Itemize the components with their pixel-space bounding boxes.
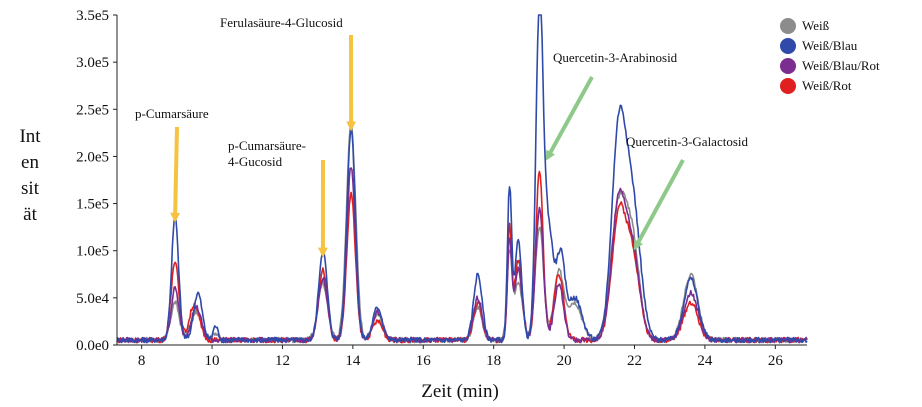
axes: 8 10 12 14 16 18 20 22 24 26 0.0e0 5.0e4 1.0e5 1.5e5… — [76, 8, 807, 369]
x-tick-label: 26 — [768, 353, 784, 369]
legend-label-weiss-rot: Weiß/Rot — [802, 78, 852, 93]
annotation-arrow — [170, 126, 181, 223]
x-tick-label: 8 — [138, 353, 146, 369]
x-tick-label: 14 — [345, 353, 361, 369]
annotation-label: p-Cumarsäure- — [228, 138, 306, 153]
annotation-layer: p-Cumarsäure Ferulasäure-4-Glucosid p-Cuma… — [135, 15, 749, 258]
annotation-label: p-Cumarsäure — [135, 106, 209, 121]
legend-marker-weiss — [780, 18, 796, 34]
annotation-4: Quercetin-3-Arabinosid — [545, 50, 678, 161]
annotation-2: Ferulasäure-4-Glucosid — [220, 15, 357, 132]
series-line-weiss-rot — [116, 170, 808, 344]
legend: Weiß Weiß/Blau Weiß/Blau/Rot Weiß/Rot — [780, 18, 880, 94]
y-axis-title: Int en sit ät — [19, 126, 41, 225]
y-tick-label: 1.0e5 — [76, 244, 109, 260]
y-axis-title-line-1: Int — [19, 126, 41, 147]
y-tick-label: 3.0e5 — [76, 55, 109, 71]
x-tick-label: 12 — [275, 353, 290, 369]
y-axis-title-line-2: en — [21, 152, 39, 173]
x-tick-label: 22 — [627, 353, 642, 369]
y-tick-group: 0.0e0 5.0e4 1.0e5 1.5e5 2.0e5 2.5e5 3.0e5 3.5e5 — [76, 8, 117, 354]
annotation-label: Quercetin-3-Arabinosid — [553, 50, 678, 65]
y-tick-label: 2.0e5 — [76, 149, 109, 165]
series-line-weiss-blau — [116, 14, 808, 344]
legend-marker-weiss-blau-rot — [780, 58, 796, 74]
series-layer — [116, 14, 808, 344]
legend-label-weiss: Weiß — [802, 18, 830, 33]
y-tick-label: 0.0e0 — [76, 338, 109, 354]
y-axis-title-line-3: sit — [21, 178, 40, 199]
annotation-arrow — [633, 159, 685, 251]
annotation-label: Quercetin-3-Galactosid — [626, 134, 749, 149]
x-tick-label: 18 — [486, 353, 501, 369]
legend-marker-weiss-blau — [780, 38, 796, 54]
annotation-5: Quercetin-3-Galactosid — [626, 134, 749, 251]
annotation-label: Ferulasäure-4-Glucosid — [220, 15, 343, 30]
x-tick-label: 10 — [205, 353, 220, 369]
y-tick-label: 3.5e5 — [76, 8, 109, 24]
annotation-arrow — [545, 76, 594, 161]
x-tick-group: 8 10 12 14 16 18 20 22 24 26 — [138, 345, 783, 369]
annotation-3: p-Cumarsäure-4-Gucosid — [228, 138, 328, 258]
series-line-weiss-blau-rot — [116, 167, 808, 344]
x-tick-label: 16 — [416, 353, 432, 369]
y-axis-title-line-4: ät — [23, 204, 37, 225]
x-tick-label: 20 — [557, 353, 572, 369]
series-line-weiss — [116, 122, 807, 344]
y-tick-label: 2.5e5 — [76, 102, 109, 118]
annotation-1: p-Cumarsäure — [135, 106, 209, 223]
annotation-label: 4-Gucosid — [228, 154, 283, 169]
legend-label-weiss-blau: Weiß/Blau — [802, 38, 858, 53]
y-tick-label: 5.0e4 — [76, 291, 109, 307]
legend-label-weiss-blau-rot: Weiß/Blau/Rot — [802, 58, 880, 73]
legend-marker-weiss-rot — [780, 78, 796, 94]
x-axis-title: Zeit (min) — [421, 381, 499, 402]
x-tick-label: 24 — [697, 353, 713, 369]
y-tick-label: 1.5e5 — [76, 197, 109, 213]
plot-area: p-Cumarsäure Ferulasäure-4-Glucosid p-Cuma… — [116, 14, 808, 344]
